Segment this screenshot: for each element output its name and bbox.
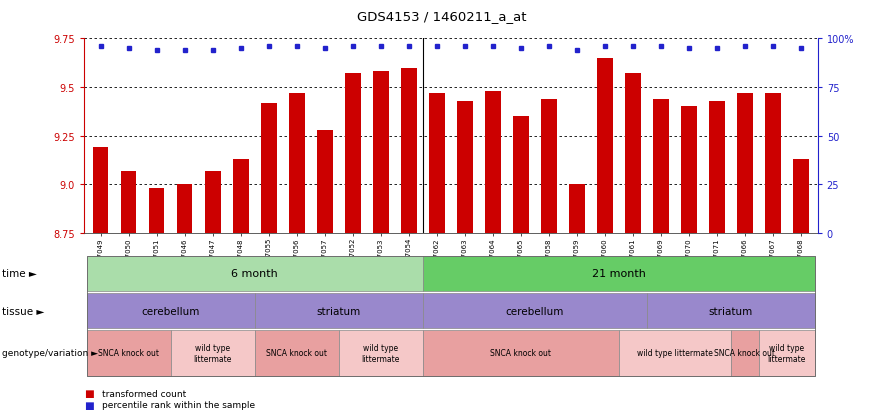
Bar — [737, 94, 752, 233]
Text: time ►: time ► — [2, 268, 36, 279]
Bar — [233, 159, 248, 233]
Text: striatum: striatum — [709, 306, 753, 316]
Bar — [569, 185, 584, 233]
Bar — [373, 72, 389, 233]
Text: 21 month: 21 month — [592, 268, 646, 279]
Text: wild type
littermate: wild type littermate — [767, 344, 806, 363]
Bar — [345, 74, 361, 233]
Text: SNCA knock out: SNCA knock out — [714, 349, 775, 358]
Text: tissue ►: tissue ► — [2, 306, 44, 316]
Text: genotype/variation ►: genotype/variation ► — [2, 349, 98, 358]
Bar — [149, 189, 164, 233]
Bar — [766, 94, 781, 233]
Bar — [205, 171, 220, 233]
Text: ■: ■ — [84, 400, 94, 410]
Bar — [317, 131, 332, 233]
Text: percentile rank within the sample: percentile rank within the sample — [102, 400, 255, 409]
Text: striatum: striatum — [316, 306, 361, 316]
Bar — [485, 92, 500, 233]
Bar — [793, 159, 809, 233]
Text: wild type
littermate: wild type littermate — [194, 344, 232, 363]
Bar — [429, 94, 445, 233]
Text: transformed count: transformed count — [102, 389, 186, 398]
Bar — [121, 171, 136, 233]
Bar — [709, 101, 725, 233]
Bar — [261, 103, 277, 233]
Bar — [93, 148, 109, 233]
Bar — [513, 117, 529, 233]
Bar — [541, 100, 557, 233]
Bar — [401, 69, 416, 233]
Bar — [457, 101, 473, 233]
Text: wild type littermate: wild type littermate — [637, 349, 713, 358]
Bar — [682, 107, 697, 233]
Text: cerebellum: cerebellum — [506, 306, 564, 316]
Bar — [289, 94, 304, 233]
Text: cerebellum: cerebellum — [141, 306, 200, 316]
Text: 6 month: 6 month — [232, 268, 278, 279]
Text: ■: ■ — [84, 388, 94, 398]
Text: GDS4153 / 1460211_a_at: GDS4153 / 1460211_a_at — [357, 10, 527, 23]
Bar — [625, 74, 641, 233]
Text: wild type
littermate: wild type littermate — [362, 344, 400, 363]
Bar — [177, 185, 193, 233]
Bar — [598, 59, 613, 233]
Text: SNCA knock out: SNCA knock out — [491, 349, 552, 358]
Bar — [653, 100, 668, 233]
Text: SNCA knock out: SNCA knock out — [98, 349, 159, 358]
Text: SNCA knock out: SNCA knock out — [266, 349, 327, 358]
